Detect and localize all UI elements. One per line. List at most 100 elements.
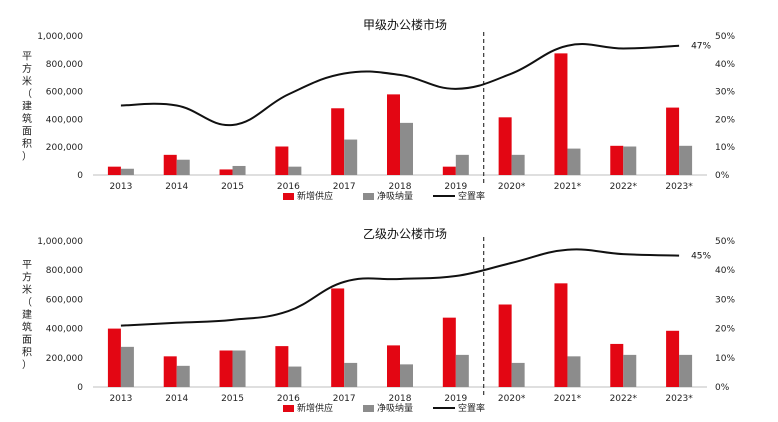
chart2-y2-tick-label: 0% xyxy=(715,383,730,393)
chart1-x-tick-label: 2013 xyxy=(109,182,132,192)
chart1-x-tick-label: 2023* xyxy=(665,182,693,192)
chart1-x-tick-label: 2019 xyxy=(444,182,467,192)
chart2-legend-vacancy-label: 空置率 xyxy=(458,402,485,414)
chart2-x-tick-label: 2013 xyxy=(109,394,132,404)
chart1-absorption-bar xyxy=(511,154,525,175)
chart2-absorption-bar xyxy=(400,364,413,387)
chart2-supply-bar xyxy=(219,350,233,387)
chart2-y-tick-label: 400,000 xyxy=(46,325,83,335)
chart1-y2-tick-label: 50% xyxy=(715,32,735,42)
chart2-legend-supply-swatch xyxy=(283,405,294,412)
chart1-x-tick-label: 2016 xyxy=(277,182,300,192)
chart2-supply-bar xyxy=(163,356,177,387)
chart2-absorption-bar xyxy=(455,354,469,387)
chart1-y2-tick-label: 0% xyxy=(715,171,730,181)
chart2-x-tick-label: 2019 xyxy=(444,394,467,404)
chart2-title: 乙级办公楼市场 xyxy=(363,226,447,241)
chart1-legend-vacancy-label: 空置率 xyxy=(458,190,485,202)
chart2-supply-bar xyxy=(666,330,680,387)
chart1-absorption-bar xyxy=(288,166,302,175)
chart1-legend-absorption-swatch xyxy=(363,193,374,200)
chart1-absorption-bar xyxy=(120,168,134,175)
chart2-absorption-bar xyxy=(511,362,525,387)
chart2-legend-absorption-label: 净吸纳量 xyxy=(377,402,413,414)
chart2-absorption-bar xyxy=(679,354,693,387)
chart1-supply-bar xyxy=(275,146,289,175)
chart1-x-tick-label: 2017 xyxy=(333,182,356,192)
chart2-absorption-bar xyxy=(344,362,358,387)
chart2-y-tick-label: 0 xyxy=(77,383,83,393)
chart1-supply-bar xyxy=(666,107,680,175)
chart2-x-tick-label: 2023* xyxy=(665,394,693,404)
chart1-y-tick-label: 600,000 xyxy=(46,88,83,98)
chart2-x-tick-label: 2022* xyxy=(610,394,638,404)
chart1-legend-absorption-label: 净吸纳量 xyxy=(377,190,413,202)
chart2-x-tick-label: 2021* xyxy=(554,394,582,404)
chart1-y-tick-label: 800,000 xyxy=(46,60,83,70)
chart1-absorption-bar xyxy=(344,139,358,175)
chart1-x-tick-label: 2020* xyxy=(498,182,526,192)
chart1-absorption-bar xyxy=(679,145,693,175)
chart1-vacancy-end-label: 47% xyxy=(691,42,711,52)
chart2-y2-tick-label: 40% xyxy=(715,266,735,276)
chart1-x-tick-label: 2014 xyxy=(165,182,188,192)
chart1-y-axis-label: 平方米（建筑面积） xyxy=(22,52,32,163)
chart2-supply-bar xyxy=(107,328,121,387)
chart1-supply-bar xyxy=(610,145,624,175)
chart2-legend-absorption-swatch xyxy=(363,405,374,412)
chart2-supply-bar xyxy=(442,317,456,387)
chart1-y2-tick-label: 10% xyxy=(715,143,735,153)
chart1-y-tick-label: 0 xyxy=(77,171,83,181)
chart1-y-tick-label: 200,000 xyxy=(46,143,83,153)
chart2-vacancy-line xyxy=(120,248,680,327)
chart1-legend-supply-swatch xyxy=(283,193,294,200)
chart1-absorption-bar xyxy=(176,159,190,175)
chart2-x-tick-label: 2020* xyxy=(498,394,526,404)
chart2-y2-tick-label: 50% xyxy=(715,237,735,247)
chart1-supply-bar xyxy=(554,53,568,175)
chart1-absorption-bar xyxy=(623,146,637,175)
chart2-x-tick-label: 2017 xyxy=(333,394,356,404)
chart1-x-tick-label: 2018 xyxy=(389,182,412,192)
chart1-legend-supply-label: 新增供应 xyxy=(297,190,333,202)
chart2-legend-supply-label: 新增供应 xyxy=(297,402,333,414)
chart1-y-tick-label: 400,000 xyxy=(46,115,83,125)
chart1-y2-tick-label: 40% xyxy=(715,60,735,70)
chart2-y-tick-label: 200,000 xyxy=(46,354,83,364)
chart1-absorption-bar xyxy=(567,148,581,175)
chart1-x-tick-label: 2021* xyxy=(554,182,582,192)
chart2-x-tick-label: 2015 xyxy=(221,394,244,404)
chart1-x-tick-label: 2022* xyxy=(610,182,638,192)
chart1-supply-bar xyxy=(107,166,121,175)
chart1-supply-bar xyxy=(442,166,456,175)
chart2-supply-bar xyxy=(331,288,345,387)
chart1-title: 甲级办公楼市场 xyxy=(363,17,447,32)
chart1-supply-bar xyxy=(498,117,512,175)
chart2-supply-bar xyxy=(610,343,624,387)
chart2-y2-tick-label: 30% xyxy=(715,295,735,305)
chart2-y-tick-label: 800,000 xyxy=(46,266,83,276)
chart2-y-tick-label: 1,000,000 xyxy=(37,237,83,247)
chart2-vacancy-end-label: 45% xyxy=(691,252,711,262)
chart1-y-tick-label: 1,000,000 xyxy=(37,32,83,42)
chart2-y-tick-label: 600,000 xyxy=(46,295,83,305)
chart1-x-tick-label: 2015 xyxy=(221,182,244,192)
chart1-supply-bar xyxy=(219,169,233,175)
chart2-x-tick-label: 2018 xyxy=(389,394,412,404)
chart1-absorption-bar xyxy=(455,154,469,175)
chart2-x-tick-label: 2016 xyxy=(277,394,300,404)
chart2-supply-bar xyxy=(498,304,512,387)
chart1-supply-bar xyxy=(163,154,177,175)
chart2-supply-bar xyxy=(275,346,289,387)
chart2-absorption-bar xyxy=(623,354,637,387)
chart2-absorption-bar xyxy=(567,356,581,387)
chart2-y2-tick-label: 10% xyxy=(715,354,735,364)
chart2-y2-tick-label: 20% xyxy=(715,325,735,335)
chart2-x-tick-label: 2014 xyxy=(165,394,188,404)
chart1-vacancy-line xyxy=(120,43,680,127)
chart1-y2-tick-label: 30% xyxy=(715,88,735,98)
chart2-absorption-bar xyxy=(232,350,246,387)
chart1-y2-tick-label: 20% xyxy=(715,115,735,125)
chart2-absorption-bar xyxy=(288,366,302,387)
